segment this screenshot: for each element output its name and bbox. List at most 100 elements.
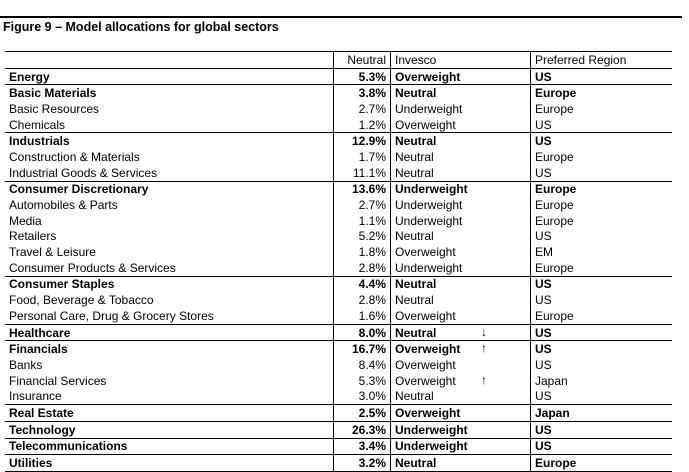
- neutral-weight-cell: 1.7%: [333, 149, 391, 165]
- preferred-region-cell: Europe: [531, 308, 673, 324]
- table-row: Technology 26.3% Underweight US: [5, 420, 672, 438]
- neutral-weight-cell-text: 3.2%: [358, 456, 386, 471]
- sector-cell: Banks: [5, 357, 334, 373]
- sector-cell-text: Banks: [9, 357, 43, 372]
- neutral-weight-cell: 1.8%: [333, 244, 391, 260]
- preferred-region-cell: Europe: [531, 101, 673, 117]
- preferred-region-cell: US: [531, 357, 673, 373]
- neutral-weight-cell: 12.9%: [333, 132, 391, 150]
- sector-cell-text: Media: [9, 213, 42, 228]
- sector-cell: Basic Materials: [5, 84, 334, 102]
- header-invesco: Invesco: [390, 51, 531, 69]
- sector-cell: Retailers: [5, 228, 334, 245]
- table-row: Energy 5.3% Overweight US: [5, 67, 672, 85]
- preferred-region-cell: Europe: [530, 454, 672, 472]
- sector-cell: Automobiles & Parts: [5, 197, 334, 213]
- invesco-view-cell-text: Underweight: [395, 422, 468, 437]
- header-neutral: Neutral: [333, 51, 391, 69]
- invesco-view-cell: Overweight: [390, 404, 531, 422]
- preferred-region-cell: US: [530, 340, 672, 358]
- neutral-weight-cell: 3.4%: [333, 437, 391, 455]
- invesco-view-cell-text: Overweight: [395, 342, 461, 357]
- invesco-view-cell-text: Underweight: [395, 439, 468, 454]
- preferred-region-cell: US: [530, 437, 672, 455]
- preferred-region-cell-text: US: [535, 117, 552, 132]
- sector-cell-text: Travel & Leisure: [9, 245, 96, 260]
- preferred-region-cell-text: Japan: [535, 405, 570, 420]
- invesco-view-cell-text: Neutral: [395, 149, 434, 164]
- sector-cell-text: Construction & Materials: [9, 149, 140, 164]
- table-row: Consumer Products & Services 2.8% Underwei…: [5, 259, 672, 277]
- preferred-region-cell-text: US: [535, 342, 552, 357]
- sector-cell-text: Basic Materials: [9, 86, 97, 101]
- sector-cell-text: Consumer Products & Services: [9, 260, 176, 275]
- invesco-view-cell: Underweight: [390, 259, 531, 277]
- neutral-weight-cell-text: 3.0%: [358, 389, 386, 404]
- neutral-weight-cell: 1.2%: [333, 116, 391, 133]
- neutral-weight-cell: 1.1%: [333, 212, 391, 229]
- sector-cell: Financial Services: [5, 372, 334, 389]
- preferred-region-cell-text: US: [535, 165, 552, 180]
- sector-cell: Healthcare: [5, 323, 334, 341]
- sector-cell-text: Basic Resources: [9, 101, 100, 116]
- neutral-weight-cell-text: 4.4%: [358, 277, 386, 292]
- preferred-region-cell-text: Europe: [535, 456, 577, 471]
- neutral-weight-cell-text: 1.6%: [358, 308, 386, 323]
- neutral-weight-cell: 2.8%: [333, 292, 391, 308]
- neutral-weight-cell-text: 2.5%: [358, 405, 386, 420]
- invesco-view-cell: Neutral: [390, 388, 531, 405]
- preferred-region-cell: US: [530, 275, 672, 293]
- neutral-weight-cell: 5.2%: [333, 228, 391, 245]
- neutral-weight-cell-text: 16.7%: [351, 342, 386, 357]
- invesco-view-cell: Overweight ↑: [390, 340, 531, 358]
- invesco-view-cell-text: Underweight: [395, 198, 463, 213]
- neutral-weight-cell-text: 2.7%: [358, 198, 386, 213]
- sector-cell: Basic Resources: [5, 101, 334, 117]
- neutral-weight-cell: 13.6%: [333, 180, 391, 198]
- sector-cell-text: Financials: [9, 342, 68, 357]
- invesco-view-cell-text: Underweight: [395, 213, 463, 228]
- preferred-region-cell-text: US: [535, 389, 552, 404]
- header-sector: [5, 51, 334, 69]
- neutral-weight-cell-text: 2.8%: [358, 293, 386, 308]
- invesco-view-cell: Neutral: [390, 164, 531, 181]
- sector-cell-text: Technology: [9, 422, 76, 437]
- table-row: Consumer Staples 4.4% Neutral US: [5, 275, 672, 293]
- invesco-view-cell: Underweight: [390, 180, 531, 198]
- preferred-region-cell-text: US: [535, 293, 552, 308]
- neutral-weight-cell-text: 5.2%: [358, 229, 386, 244]
- neutral-weight-cell-text: 1.2%: [358, 117, 386, 132]
- invesco-view-cell: Overweight: [390, 244, 531, 260]
- neutral-weight-cell-text: 5.3%: [358, 69, 386, 84]
- sector-cell-text: Financial Services: [9, 373, 107, 388]
- sector-cell-text: Insurance: [9, 389, 62, 404]
- neutral-weight-cell: 2.7%: [333, 197, 391, 213]
- preferred-region-cell: EM: [531, 244, 673, 260]
- invesco-view-cell-text: Neutral: [395, 277, 437, 292]
- sector-cell-text: Energy: [9, 69, 50, 84]
- table-row: Basic Resources 2.7% Underweight Europe: [5, 101, 672, 117]
- sector-cell-text: Chemicals: [9, 117, 66, 132]
- preferred-region-cell-text: US: [535, 439, 552, 454]
- preferred-region-cell: US: [530, 67, 672, 85]
- table-row: Food, Beverage & Tobacco 2.8% Neutral US: [5, 292, 672, 308]
- table-row: Real Estate 2.5% Overweight Japan: [5, 404, 672, 422]
- neutral-weight-cell-text: 1.8%: [358, 245, 386, 260]
- table-row: Banks 8.4% Overweight US: [5, 357, 672, 373]
- invesco-view-cell: Neutral: [390, 132, 531, 150]
- sector-cell: Real Estate: [5, 404, 334, 422]
- sector-cell: Travel & Leisure: [5, 244, 334, 260]
- table-row: Healthcare 8.0% Neutral ↓ US: [5, 323, 672, 341]
- neutral-weight-cell-text: 2.8%: [358, 260, 386, 275]
- invesco-view-cell-text: Underweight: [395, 182, 468, 197]
- arrow-down-icon: ↓: [481, 324, 487, 339]
- invesco-view-cell: Underweight: [390, 212, 531, 229]
- neutral-weight-cell-text: 1.1%: [358, 213, 386, 228]
- arrow-up-icon: ↑: [481, 372, 487, 387]
- preferred-region-cell-text: Europe: [535, 149, 574, 164]
- sector-cell: Construction & Materials: [5, 149, 334, 165]
- table-row: Consumer Discretionary 13.6% Underweight Eu…: [5, 180, 672, 198]
- invesco-view-cell-text: Neutral: [395, 86, 437, 101]
- invesco-view-cell-text: Overweight: [395, 245, 456, 260]
- invesco-view-cell: Neutral ↓: [390, 323, 531, 341]
